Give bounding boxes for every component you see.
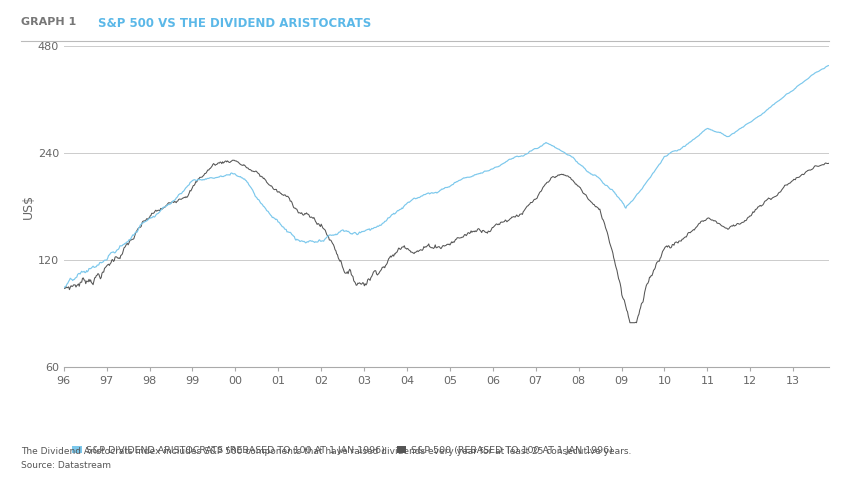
Text: GRAPH 1: GRAPH 1: [21, 17, 76, 27]
Text: S&P 500 VS THE DIVIDEND ARISTOCRATS: S&P 500 VS THE DIVIDEND ARISTOCRATS: [98, 17, 371, 30]
Text: The Dividend Aristocrats index includes S&P 500 components that have raised divi: The Dividend Aristocrats index includes …: [21, 447, 632, 456]
Text: Source: Datastream: Source: Datastream: [21, 461, 111, 470]
Legend: S&P DIVIDEND ARISTOCRATS (REBASED TO 100 AT 1 JAN 1996), S&P 500 (REBASED TO 100: S&P DIVIDEND ARISTOCRATS (REBASED TO 100…: [69, 443, 616, 459]
Y-axis label: US$: US$: [22, 194, 35, 219]
